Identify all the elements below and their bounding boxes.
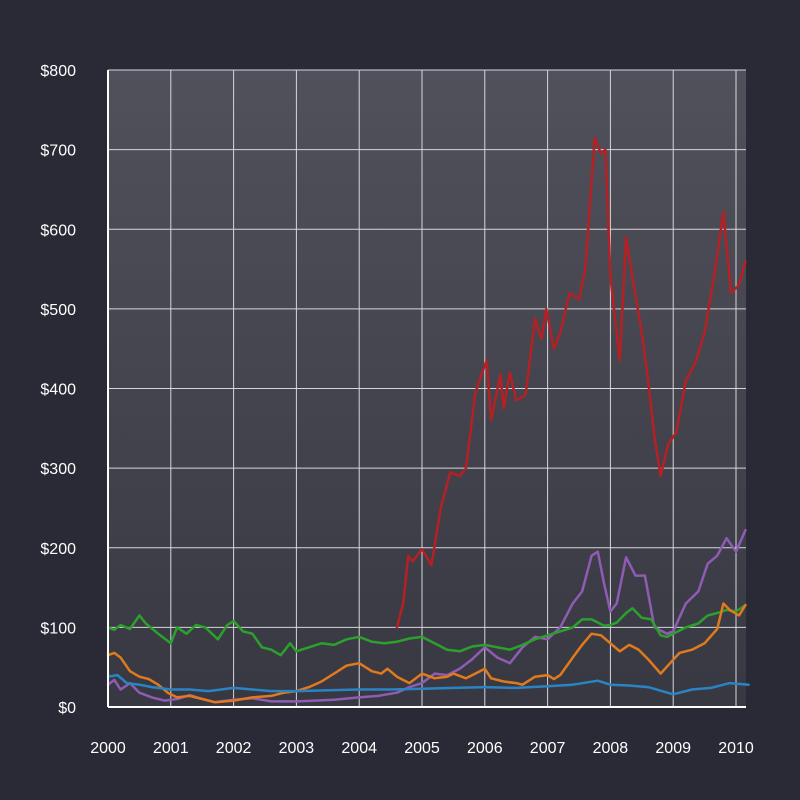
y-tick-label: $200 [40, 541, 76, 558]
series-line-3 [106, 603, 747, 657]
y-tick-label: $600 [40, 222, 76, 239]
y-tick-label: $800 [40, 63, 76, 80]
x-tick-label: 2007 [530, 740, 566, 757]
x-tick-label: 2005 [404, 740, 440, 757]
x-tick-label: 2004 [341, 740, 377, 757]
y-tick-label: $100 [40, 620, 76, 637]
axes [107, 70, 746, 708]
x-tick-labels: 2000 2001 2002 2003 2004 2005 2006 2007 2008 2009… [90, 740, 754, 757]
x-tick-label: 2001 [153, 740, 189, 757]
x-tick-label: 2008 [593, 740, 629, 757]
series-line-4 [106, 602, 747, 704]
x-tick-label: 2003 [279, 740, 315, 757]
grid-lines [107, 69, 746, 708]
series-line-1 [395, 136, 747, 629]
y-tick-label: $500 [40, 302, 76, 319]
y-tick-label: $0 [58, 700, 76, 717]
x-tick-label: 2010 [718, 740, 754, 757]
y-tick-labels: $0 $100 $200 $300 $400 $500 $600 $700 $800 [40, 63, 76, 717]
y-tick-label: $300 [40, 461, 76, 478]
x-tick-label: 2009 [655, 740, 691, 757]
series-line-5 [106, 673, 750, 696]
series-lines [106, 136, 750, 704]
y-tick-label: $400 [40, 382, 76, 399]
x-tick-label: 2002 [216, 740, 252, 757]
x-tick-label: 2006 [467, 740, 503, 757]
y-tick-label: $700 [40, 143, 76, 160]
x-tick-label: 2000 [90, 740, 126, 757]
